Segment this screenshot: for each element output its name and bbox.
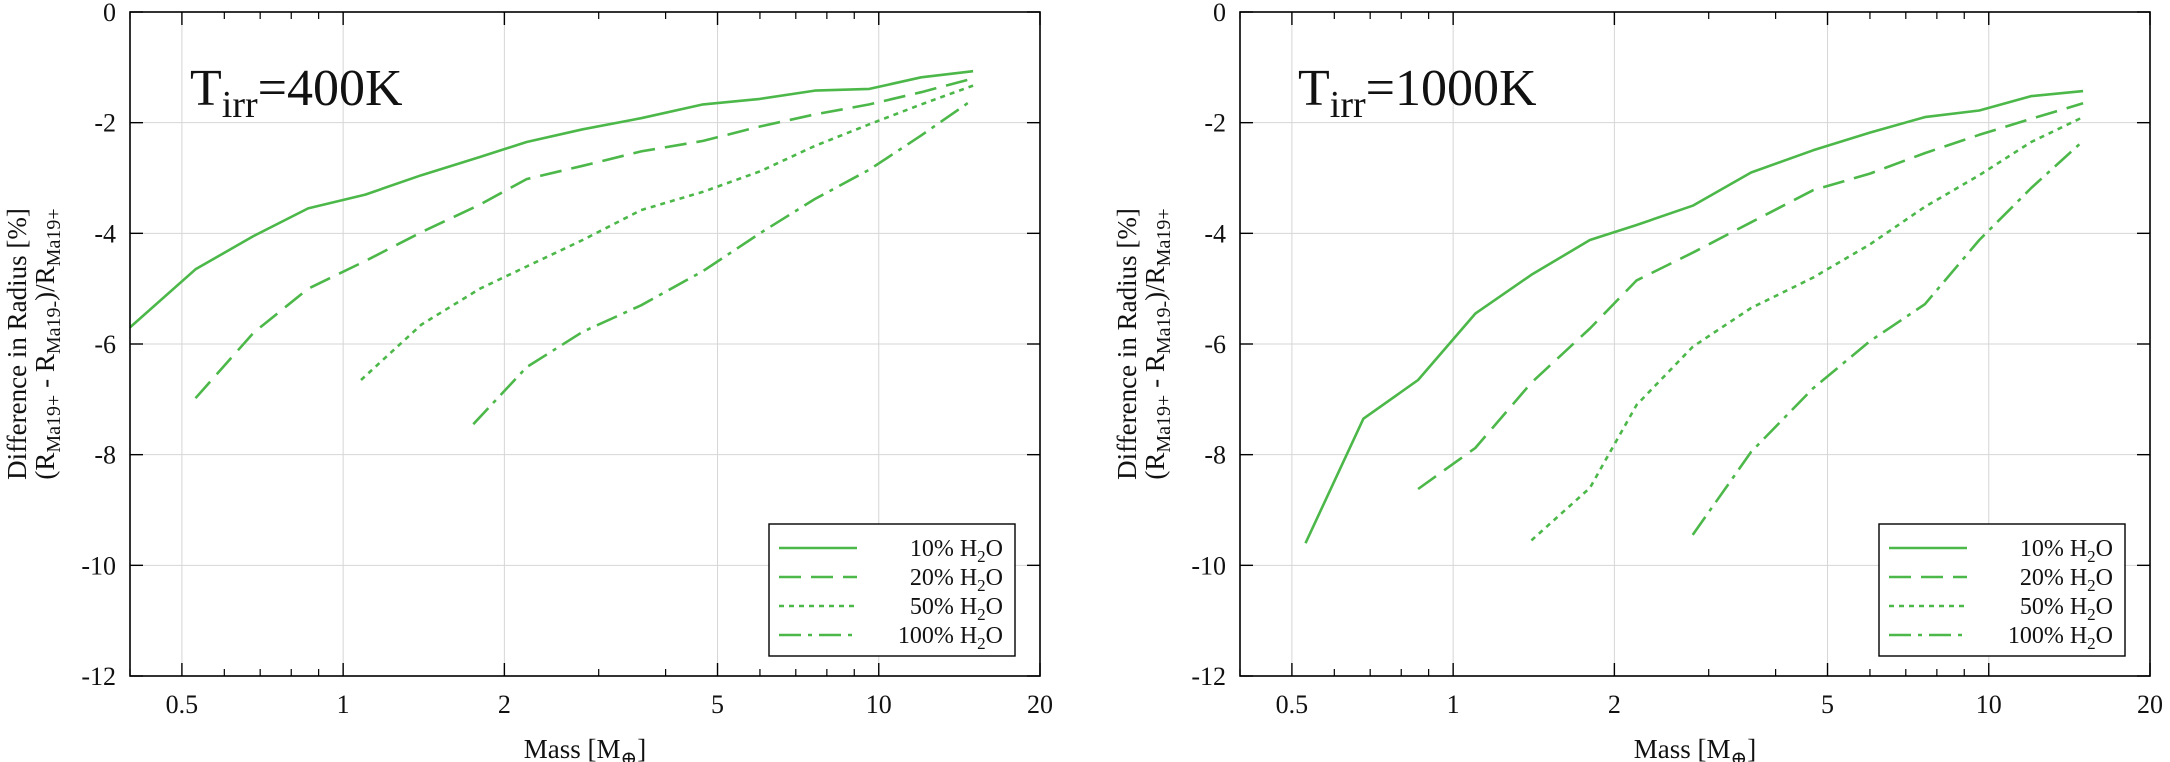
series-line (1417, 102, 2084, 491)
chart-title: Tirr=400K (190, 60, 403, 126)
x-tick-label: 0.5 (166, 690, 199, 719)
plot-frame (1239, 11, 2151, 677)
y-axis-label: Difference in Radius [%] (2, 208, 32, 480)
y-tick-label: -2 (94, 109, 116, 138)
y-tick-label: -12 (1191, 662, 1226, 691)
x-axis-label: Mass [M⊕] (524, 734, 647, 762)
x-tick-label: 2 (1608, 690, 1621, 719)
x-tick-label: 20 (2137, 690, 2163, 719)
series-line (1530, 115, 2084, 542)
y-tick-label: -8 (94, 441, 116, 470)
y-axis-label-formula: (RMa19+ - RMa19-)/RMa19+ (1140, 208, 1175, 479)
x-tick-label: 1 (1447, 690, 1460, 719)
y-tick-label: -6 (1204, 330, 1226, 359)
y-axis-label: Difference in Radius [%] (1112, 208, 1142, 480)
legend-label: 50% H2O (2020, 594, 2113, 624)
plot-frame (129, 11, 1041, 677)
series-line (472, 98, 974, 426)
x-axis-label: Mass [M⊕] (1634, 734, 1757, 762)
legend-label: 20% H2O (2020, 565, 2113, 595)
legend-label: 100% H2O (2008, 623, 2113, 653)
x-tick-label: 5 (1821, 690, 1834, 719)
series-line (360, 84, 974, 381)
x-tick-label: 5 (711, 690, 724, 719)
series-line (194, 77, 974, 400)
y-tick-label: -8 (1204, 441, 1226, 470)
y-tick-label: -4 (1204, 219, 1226, 248)
y-tick-label: -10 (1191, 551, 1226, 580)
x-tick-label: 10 (866, 690, 892, 719)
y-tick-label: -4 (94, 219, 116, 248)
chart-panel-left: 0.5 1 2 5 10 20 0 -2 -4 -6 -8 -10 -12 Tirr=400K Mass [… (2, 0, 1053, 762)
legend-label: 10% H2O (910, 536, 1003, 566)
series-line (129, 69, 974, 329)
x-tick-label: 1 (337, 690, 350, 719)
legend-label: 100% H2O (898, 623, 1003, 653)
y-tick-label: 0 (1213, 0, 1226, 27)
x-tick-label: 10 (1976, 690, 2002, 719)
y-tick-label: -2 (1204, 109, 1226, 138)
x-tick-label: 0.5 (1276, 690, 1309, 719)
legend-label: 10% H2O (2020, 536, 2113, 566)
y-tick-label: -12 (81, 662, 116, 691)
legend-label: 20% H2O (910, 565, 1003, 595)
series-line (1304, 89, 2084, 544)
x-tick-label: 20 (1027, 690, 1053, 719)
y-tick-label: 0 (103, 0, 116, 27)
legend-label: 50% H2O (910, 594, 1003, 624)
x-tick-label: 2 (498, 690, 511, 719)
series-line (1691, 139, 2084, 536)
chart-panel-right: 0.5 1 2 5 10 20 0 -2 -4 -6 -8 -10 -12 Tirr=1000K Mass … (1112, 0, 2163, 762)
chart-title: Tirr=1000K (1298, 60, 1537, 126)
y-tick-label: -10 (81, 551, 116, 580)
y-axis-label-formula: (RMa19+ - RMa19-)/RMa19+ (30, 208, 65, 479)
y-tick-label: -6 (94, 330, 116, 359)
